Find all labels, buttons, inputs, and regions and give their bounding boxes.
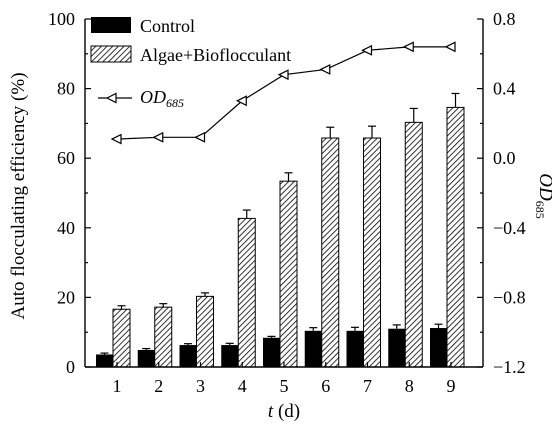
- y2-tick-label: −0.8: [493, 287, 526, 307]
- y-tick-label: 100: [48, 9, 75, 29]
- control-bar: [179, 345, 197, 367]
- control-bar: [263, 337, 280, 367]
- od-point: [277, 69, 289, 81]
- y-tick-label: 20: [57, 287, 75, 307]
- y2-tick-label: −0.4: [493, 218, 526, 238]
- control-bar: [304, 330, 322, 367]
- legend-swatch-algae: [90, 45, 132, 63]
- algae-bar: [363, 137, 381, 368]
- control-bar: [221, 345, 239, 367]
- x-tick-label: 2: [154, 376, 163, 396]
- algae-bar: [154, 306, 173, 368]
- x-tick-label: 3: [196, 376, 205, 396]
- algae-bar: [112, 308, 131, 368]
- x-tick-label: 7: [363, 376, 372, 396]
- y2-tick-label: 0.4: [493, 79, 516, 99]
- y2-tick-label: 0.8: [493, 9, 516, 29]
- legend-label-od-sub: 685: [166, 96, 184, 110]
- control-bar: [346, 330, 364, 367]
- od-point: [361, 44, 373, 56]
- legend-label-algae: Algae+Bioflocculant: [140, 45, 291, 65]
- algae-bar: [196, 295, 214, 368]
- bars-layer: [96, 92, 465, 368]
- algae-bar: [404, 121, 423, 368]
- od-point: [402, 41, 414, 53]
- od-point: [319, 63, 331, 75]
- y2-tick-label: 0.0: [493, 148, 516, 168]
- algae-bar: [279, 180, 298, 368]
- y2-tick-label: −1.2: [493, 357, 526, 377]
- legend-label-od: OD685: [140, 87, 184, 110]
- x-tick-label: 4: [238, 376, 247, 396]
- y2-axis-title-sub: 685: [533, 201, 547, 219]
- y2-axis-title-main: OD: [535, 173, 552, 201]
- algae-bar: [237, 217, 256, 368]
- od-point: [235, 95, 247, 107]
- x-tick-label: 1: [113, 376, 122, 396]
- y-tick-label: 40: [57, 218, 75, 238]
- control-bar: [430, 328, 447, 367]
- legend-label-od-main: OD: [140, 87, 166, 107]
- y-tick-label: 60: [57, 148, 75, 168]
- legend: Control Algae+Bioflocculant OD685: [90, 16, 291, 110]
- x-tick-label: 5: [280, 376, 289, 396]
- od-point: [194, 131, 206, 143]
- y2-axis-title: OD685: [533, 173, 552, 218]
- x-tick-label: 9: [447, 376, 456, 396]
- y-tick-label: 0: [66, 357, 75, 377]
- x-axis-unit: (d): [273, 401, 300, 422]
- x-axis-title: t (d): [268, 401, 300, 422]
- legend-label-control: Control: [140, 16, 195, 36]
- od-point: [444, 41, 456, 53]
- control-bar: [388, 328, 406, 367]
- algae-bar: [321, 137, 340, 368]
- x-tick-label: 6: [321, 376, 330, 396]
- od-point: [152, 131, 164, 143]
- od-point: [110, 133, 122, 145]
- control-bar: [137, 349, 155, 367]
- ticks-layer: 0 20 40 60 80 100 −1.2 −0.8 −0.4 0.0 0.4 0.8 1 2 3 4 5 6 7…: [48, 9, 526, 396]
- legend-swatch-control: [91, 17, 131, 33]
- legend-marker-od: [105, 92, 117, 104]
- y-axis-title: Auto flocculating efficiency (%): [8, 72, 29, 319]
- x-tick-label: 8: [405, 376, 414, 396]
- control-bar: [96, 354, 113, 367]
- algae-bar: [446, 106, 465, 368]
- x-axis-variable: t: [268, 401, 274, 422]
- y-tick-label: 80: [57, 79, 75, 99]
- od-line-layer: [110, 41, 456, 145]
